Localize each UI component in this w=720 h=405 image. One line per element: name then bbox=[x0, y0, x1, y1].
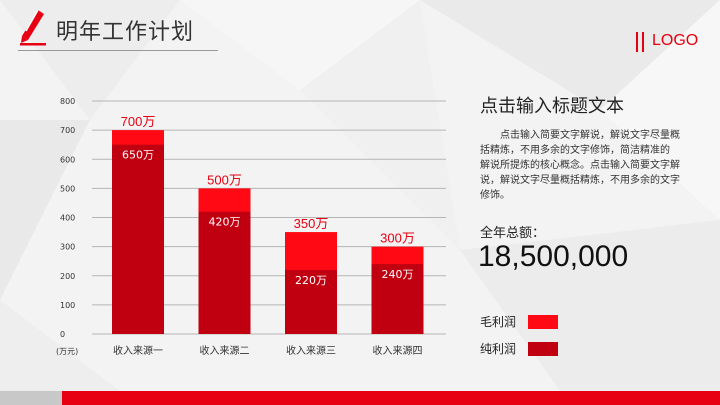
x-category-label: 收入来源三 bbox=[286, 344, 336, 357]
legend-label: 毛利润 bbox=[480, 315, 517, 329]
data-label-net: 220万 bbox=[295, 274, 327, 287]
data-label-net: 420万 bbox=[209, 216, 241, 229]
data-label-gross: 300万 bbox=[380, 231, 415, 246]
y-tick-label: 700 bbox=[60, 126, 75, 135]
total-label: 全年总额： bbox=[480, 226, 546, 241]
y-tick-label: 100 bbox=[60, 301, 75, 310]
y-tick-label: 200 bbox=[60, 272, 75, 281]
total-value: 18,500,000 bbox=[478, 240, 629, 273]
x-category-label: 收入来源二 bbox=[200, 344, 250, 357]
legend-item-net: 纯利润 bbox=[480, 340, 558, 357]
logo-divider bbox=[636, 32, 638, 52]
y-unit-label: (万元) bbox=[56, 347, 78, 356]
data-label-gross: 700万 bbox=[121, 114, 156, 129]
title-underline bbox=[18, 50, 218, 51]
footer-bar-gray bbox=[0, 391, 62, 405]
bar-net bbox=[112, 144, 164, 334]
panel-description: 点击输入简要文字解说，解说文字尽量概括精炼，不用多余的文字修饰，简洁精准的 解说… bbox=[480, 130, 680, 201]
logo: LOGO bbox=[652, 32, 699, 49]
x-category-label: 收入来源一 bbox=[113, 344, 163, 357]
data-label-gross: 500万 bbox=[207, 172, 242, 187]
y-tick-label: 0 bbox=[60, 330, 65, 339]
legend-label: 纯利润 bbox=[480, 342, 517, 356]
panel-title: 点击输入标题文本 bbox=[480, 96, 624, 117]
logo-divider-2 bbox=[642, 32, 644, 52]
x-category-label: 收入来源四 bbox=[373, 344, 423, 357]
y-tick-label: 400 bbox=[60, 214, 75, 223]
pencil-icon bbox=[20, 9, 46, 46]
page-title: 明年工作计划 bbox=[56, 20, 195, 45]
bar-net bbox=[371, 264, 424, 334]
legend-item-gross: 毛利润 bbox=[480, 313, 558, 330]
data-label-net: 240万 bbox=[382, 268, 414, 281]
y-tick-label: 300 bbox=[60, 243, 75, 252]
data-label-net: 650万 bbox=[122, 149, 154, 162]
revenue-bar-chart: 0 100 200 300 400 500 600 700 800 (万元) 700万 650万收入来… bbox=[56, 97, 446, 357]
bar-net bbox=[285, 269, 337, 334]
y-tick-label: 600 bbox=[60, 155, 75, 164]
legend-swatch bbox=[528, 341, 558, 356]
bar-net bbox=[198, 211, 251, 334]
legend-swatch bbox=[528, 314, 558, 329]
y-tick-label: 500 bbox=[60, 184, 75, 193]
footer-bar-red bbox=[62, 391, 720, 405]
data-label-gross: 350万 bbox=[294, 216, 329, 231]
y-tick-label: 800 bbox=[60, 97, 75, 106]
